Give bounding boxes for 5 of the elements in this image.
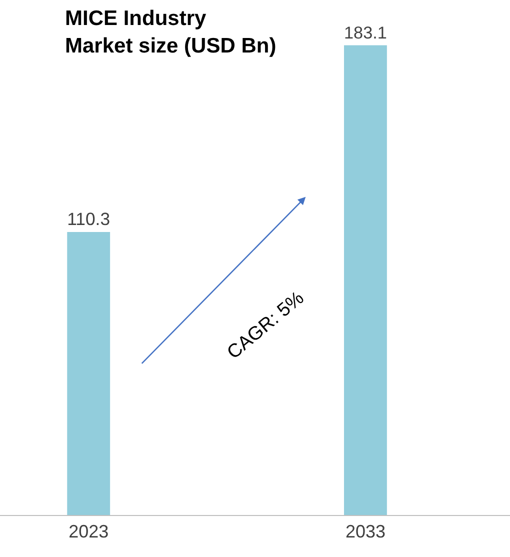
data-label: 183.1 — [344, 22, 387, 42]
x-tick-label: 2023 — [68, 522, 109, 542]
chart-title: MICE Industry Market size (USD Bn) — [65, 7, 276, 58]
x-tick-label: 2033 — [345, 522, 386, 542]
data-label: 110.3 — [67, 209, 110, 230]
